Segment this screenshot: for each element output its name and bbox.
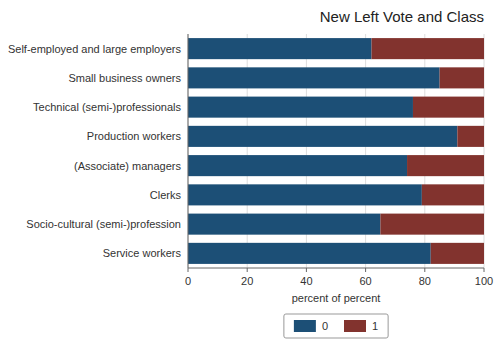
- bar: [372, 38, 484, 59]
- bar: [188, 243, 431, 264]
- legend-label: 1: [372, 320, 378, 332]
- bars: [188, 38, 484, 264]
- bar: [188, 38, 372, 59]
- bar: [188, 184, 422, 205]
- legend-frame: [284, 314, 388, 338]
- category-label: Service workers: [103, 247, 182, 259]
- bar: [431, 243, 484, 264]
- tick-label: 60: [359, 275, 371, 287]
- tick-label: 80: [419, 275, 431, 287]
- tick-label: 0: [185, 275, 191, 287]
- category-label: Technical (semi-)professionals: [33, 101, 181, 113]
- bar: [188, 67, 440, 88]
- bar: [188, 214, 380, 235]
- tick-mark: [424, 268, 425, 272]
- title: New Left Vote and Class: [320, 8, 484, 25]
- category-label: Production workers: [87, 130, 182, 142]
- tick-label: 20: [241, 275, 253, 287]
- legend-swatch: [344, 320, 366, 332]
- tick-mark: [365, 268, 366, 272]
- category-label: (Associate) managers: [74, 160, 181, 172]
- legend: 01: [284, 314, 388, 338]
- grid-line: [188, 34, 189, 268]
- category-label: Clerks: [150, 189, 182, 201]
- tick-mark: [484, 268, 485, 272]
- legend-label: 0: [322, 320, 328, 332]
- bar: [380, 214, 484, 235]
- x-axis-line: [188, 268, 484, 269]
- bar: [188, 97, 413, 118]
- category-label: Socio-cultural (semi-)profession: [26, 218, 181, 230]
- tick-label: 40: [300, 275, 312, 287]
- bar: [422, 184, 484, 205]
- tick-mark: [306, 268, 307, 272]
- chart: New Left Vote and Class 0 20 40 60 80 100 Self-…: [0, 0, 500, 363]
- bar: [457, 126, 484, 147]
- y-axis-line: [188, 34, 189, 268]
- x-axis-label: percent of percent: [292, 292, 381, 304]
- legend-swatch: [294, 320, 316, 332]
- bar: [188, 126, 457, 147]
- category-label: Small business owners: [69, 72, 182, 84]
- tick-label: 100: [475, 275, 493, 287]
- bar: [407, 155, 484, 176]
- bar: [413, 97, 484, 118]
- bar: [440, 67, 484, 88]
- category-label: Self-employed and large employers: [8, 43, 182, 55]
- grid: [188, 34, 484, 268]
- tick-mark: [247, 268, 248, 272]
- tick-mark: [188, 268, 189, 272]
- bar: [188, 155, 407, 176]
